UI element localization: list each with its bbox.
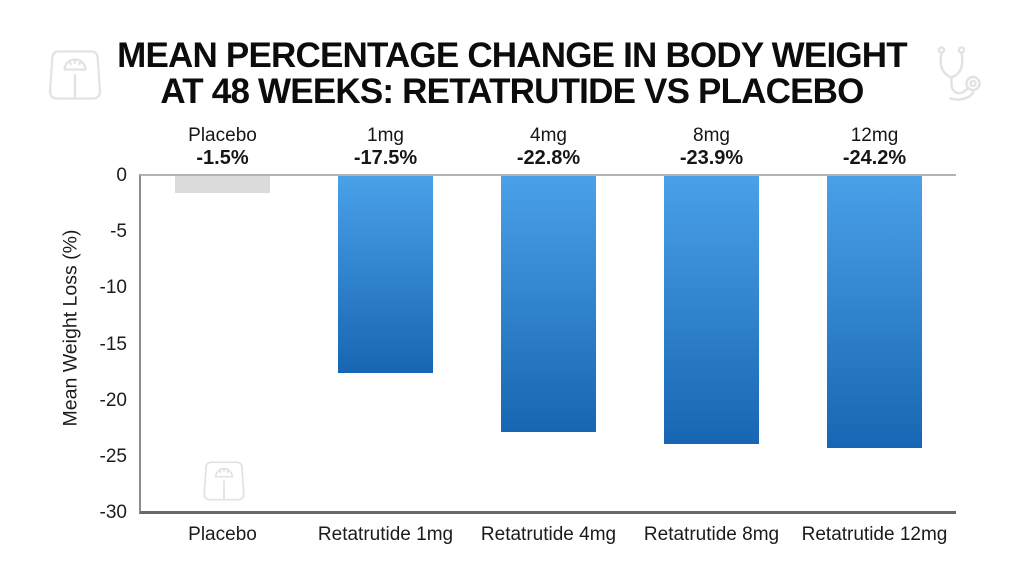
x-label-retatrutide-12mg: Retatrutide 12mg (801, 524, 948, 545)
y-tick-minus-25: -25 (99, 445, 127, 467)
y-tick-minus-20: -20 (99, 389, 127, 411)
weight-scale-icon (46, 44, 104, 106)
bar-value-label-placebo: -1.5% (196, 147, 249, 169)
bar-dose-label-1mg: 1mg (367, 125, 404, 146)
bar-value-label-retatrutide-12mg: -24.2% (842, 147, 907, 169)
y-tick-minus-30: -30 (99, 502, 127, 523)
plot-area (139, 174, 956, 514)
title-line-2: AT 48 WEEKS: RETATRUTIDE VS PLACEBO (160, 72, 864, 111)
bar-value-label-retatrutide-1mg: -17.5% (353, 147, 418, 169)
weight-scale-icon (201, 457, 247, 505)
stethoscope-icon (928, 42, 992, 106)
y-tick-0: 0 (116, 165, 127, 186)
y-tick-minus-10: -10 (99, 277, 127, 299)
bar-dose-label-8mg: 8mg (693, 125, 730, 146)
page-title: MEAN PERCENTAGE CHANGE IN BODY WEIGHT AT… (0, 38, 1024, 110)
x-label-retatrutide-1mg: Retatrutide 1mg (317, 524, 454, 545)
x-label-retatrutide-4mg: Retatrutide 4mg (480, 524, 617, 545)
x-label-placebo: Placebo (188, 524, 257, 545)
bar-dose-label-12mg: 12mg (850, 125, 899, 146)
y-tick-minus-15: -15 (99, 333, 127, 355)
bar-value-label-retatrutide-8mg: -23.9% (679, 147, 744, 169)
bar-retatrutide-4mg (501, 176, 596, 432)
bar-dose-label-4mg: 4mg (530, 125, 567, 146)
bar-placebo (175, 176, 270, 193)
bar-dose-label-placebo: Placebo (188, 125, 257, 146)
bar-retatrutide-1mg (338, 176, 433, 373)
bar-value-label-retatrutide-4mg: -22.8% (516, 147, 581, 169)
y-tick-minus-5: -5 (110, 221, 127, 243)
x-label-retatrutide-8mg: Retatrutide 8mg (643, 524, 780, 545)
bar-retatrutide-12mg (827, 176, 922, 448)
bar-retatrutide-8mg (664, 176, 759, 444)
title-line-1: MEAN PERCENTAGE CHANGE IN BODY WEIGHT (117, 36, 908, 75)
